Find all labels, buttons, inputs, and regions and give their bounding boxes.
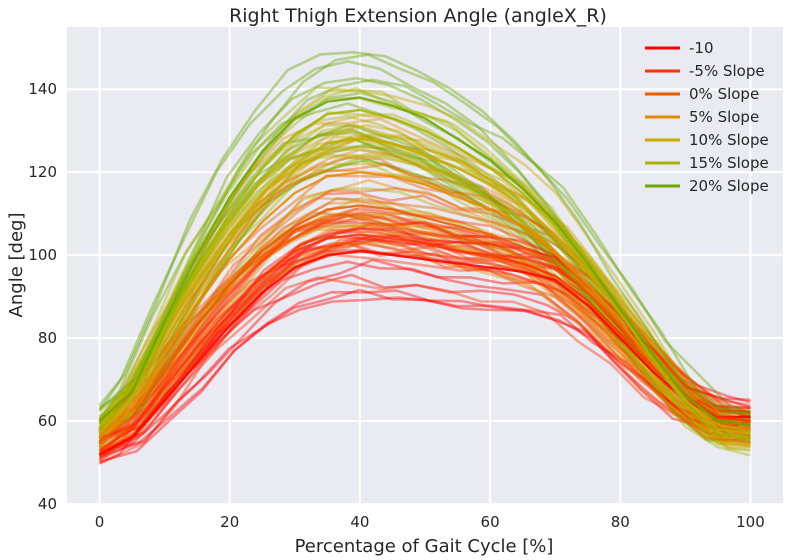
x-axis-label: Percentage of Gait Cycle [%] bbox=[295, 536, 554, 557]
trial-traces bbox=[98, 51, 752, 465]
trial-trace bbox=[98, 234, 752, 452]
trial-trace bbox=[98, 207, 751, 432]
trial-trace bbox=[98, 241, 751, 449]
trial-trace bbox=[98, 241, 751, 460]
legend-label: 10% Slope bbox=[689, 131, 769, 149]
legend-label: 20% Slope bbox=[689, 177, 769, 195]
legend-label: -5% Slope bbox=[689, 62, 765, 80]
series-line bbox=[98, 96, 751, 427]
trial-trace bbox=[98, 114, 751, 442]
trial-trace bbox=[98, 179, 751, 458]
trial-trace bbox=[98, 134, 751, 429]
trial-trace bbox=[98, 228, 751, 442]
trial-trace bbox=[98, 239, 751, 450]
trial-trace bbox=[98, 53, 751, 415]
trial-trace bbox=[98, 89, 751, 428]
trial-trace bbox=[98, 191, 751, 444]
trial-trace bbox=[98, 137, 751, 443]
series-line bbox=[98, 108, 751, 439]
trial-trace bbox=[98, 211, 751, 457]
plot-area bbox=[67, 27, 783, 504]
trial-trace bbox=[98, 134, 751, 428]
trial-trace bbox=[98, 156, 751, 457]
trial-trace bbox=[98, 200, 751, 437]
trial-trace bbox=[98, 158, 751, 446]
series-line bbox=[98, 249, 751, 456]
legend-label: -10 bbox=[689, 39, 714, 57]
x-tick-label: 100 bbox=[736, 513, 765, 531]
legend-label: 5% Slope bbox=[689, 108, 759, 126]
x-tick-label: 80 bbox=[611, 513, 630, 531]
legend-label: 15% Slope bbox=[689, 154, 769, 172]
legend-label: 0% Slope bbox=[689, 85, 759, 103]
trial-trace bbox=[98, 145, 751, 448]
trial-trace bbox=[98, 276, 751, 462]
trial-trace bbox=[98, 225, 751, 438]
trial-trace bbox=[98, 152, 751, 424]
trial-trace bbox=[98, 60, 751, 418]
x-tick-label: 20 bbox=[220, 513, 239, 531]
trial-trace bbox=[98, 212, 751, 452]
trial-trace bbox=[98, 223, 751, 454]
trial-trace bbox=[98, 153, 751, 429]
trial-trace bbox=[98, 132, 751, 442]
trial-trace bbox=[98, 213, 751, 446]
x-axis-ticks: 0 20 40 60 80 100 bbox=[95, 513, 765, 531]
trial-trace bbox=[99, 289, 751, 463]
series-line bbox=[98, 171, 751, 439]
trial-trace bbox=[98, 78, 751, 416]
trial-trace bbox=[98, 222, 751, 443]
trial-trace bbox=[98, 260, 751, 465]
legend: -10 -5% Slope 0% Slope 5% Slope 10% Slope 15%… bbox=[645, 39, 769, 195]
trial-trace bbox=[98, 197, 751, 445]
trial-trace bbox=[98, 187, 751, 451]
trial-trace bbox=[98, 163, 751, 439]
trial-trace bbox=[98, 51, 751, 418]
trial-trace bbox=[98, 222, 751, 426]
y-tick-label: 60 bbox=[38, 412, 57, 430]
trial-trace bbox=[98, 241, 751, 451]
y-tick-label: 100 bbox=[28, 246, 57, 264]
x-tick-label: 0 bbox=[95, 513, 105, 531]
series-line bbox=[98, 233, 751, 452]
trial-trace bbox=[98, 91, 751, 428]
trial-trace bbox=[98, 288, 751, 461]
trial-trace bbox=[98, 212, 751, 446]
trial-trace bbox=[98, 187, 751, 434]
x-tick-label: 40 bbox=[350, 513, 369, 531]
trial-trace bbox=[98, 215, 751, 456]
y-axis-label: Angle [deg] bbox=[6, 213, 27, 318]
series-lines bbox=[98, 96, 751, 456]
trial-trace bbox=[98, 87, 751, 434]
x-tick-label: 60 bbox=[481, 513, 500, 531]
y-tick-label: 120 bbox=[28, 163, 57, 181]
y-axis-ticks: 40 60 80 100 120 140 bbox=[28, 80, 57, 513]
trial-trace bbox=[99, 230, 751, 442]
chart-title: Right Thigh Extension Angle (angleX_R) bbox=[229, 5, 607, 27]
grid-lines bbox=[67, 27, 783, 505]
y-tick-label: 40 bbox=[38, 495, 57, 513]
trial-trace bbox=[98, 136, 751, 443]
y-tick-label: 140 bbox=[28, 80, 57, 98]
trial-trace bbox=[99, 296, 751, 458]
trial-trace bbox=[98, 124, 751, 448]
y-tick-label: 80 bbox=[38, 329, 57, 347]
